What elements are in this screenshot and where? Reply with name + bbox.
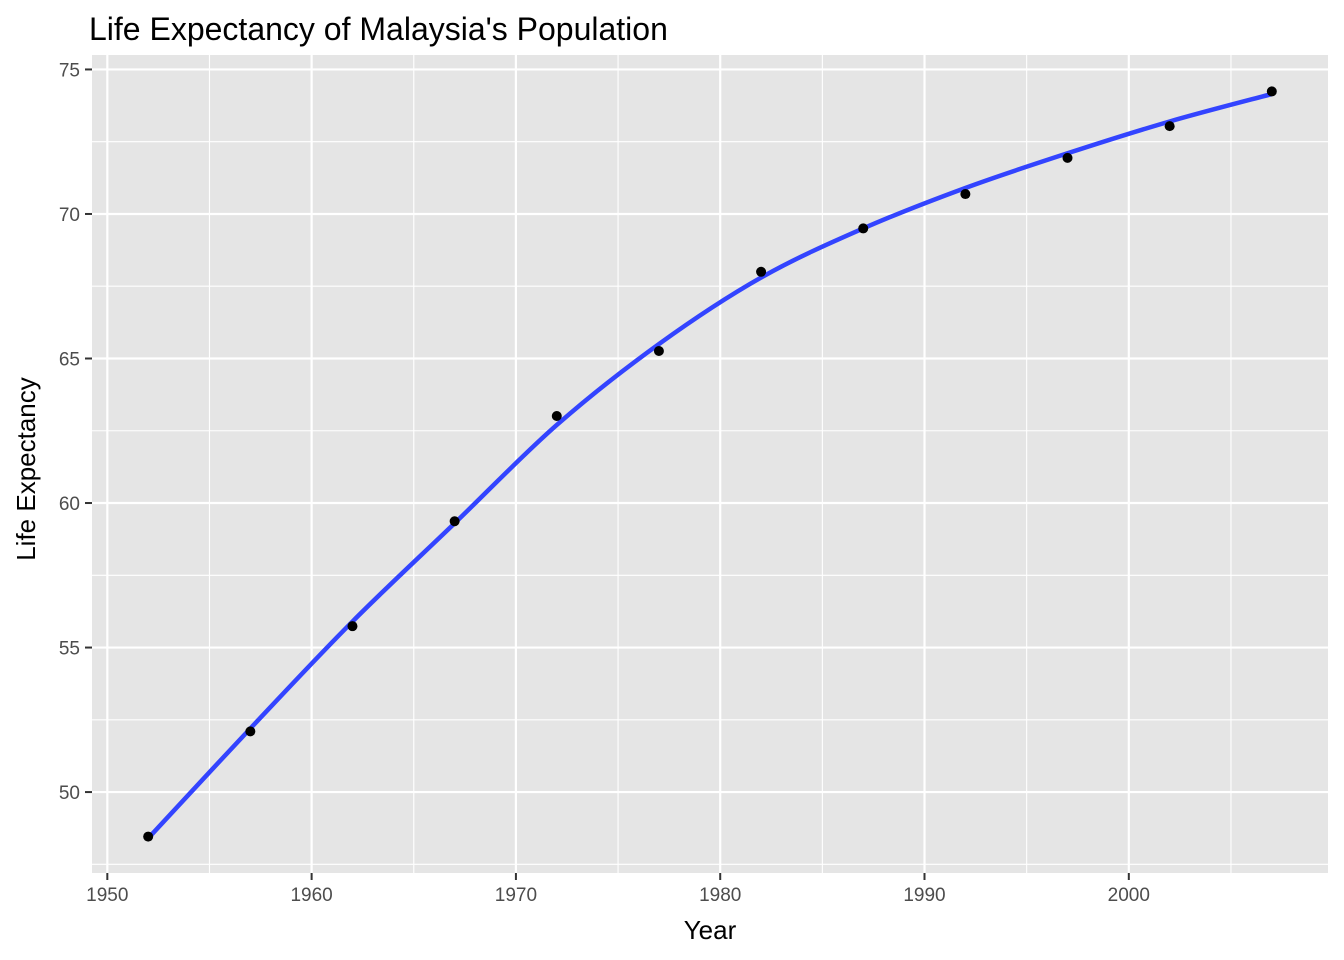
data-point: [858, 223, 869, 234]
data-point: [143, 831, 154, 842]
data-point: [245, 726, 256, 737]
y-tick-label: 75: [59, 60, 80, 81]
chart-title: Life Expectancy of Malaysia's Population: [89, 11, 668, 47]
x-tick-label: 1980: [699, 885, 741, 906]
data-point: [1266, 86, 1277, 97]
minor-gridlines: [92, 55, 1328, 873]
x-tick-label: 1970: [495, 885, 537, 906]
x-axis: 1950 1960 1970 1980 1990 2000: [86, 873, 1150, 906]
data-point: [347, 621, 358, 632]
data-point: [1062, 152, 1073, 163]
x-tick-label: 1990: [903, 885, 945, 906]
data-point: [756, 266, 767, 277]
x-tick-label: 1960: [290, 885, 332, 906]
y-tick-label: 60: [59, 494, 80, 515]
data-point: [960, 189, 971, 200]
data-point: [449, 516, 460, 527]
y-tick-label: 50: [59, 783, 80, 804]
data-point: [551, 411, 562, 422]
y-axis-title: Life Expectancy: [11, 377, 41, 561]
data-point: [1164, 121, 1175, 132]
plot-panel: [92, 55, 1328, 873]
x-axis-title: Year: [684, 915, 737, 945]
x-tick-label: 2000: [1108, 885, 1150, 906]
y-tick-label: 70: [59, 205, 80, 226]
major-gridlines: [92, 55, 1328, 873]
y-axis: 50 55 60 65 70 75: [59, 60, 92, 804]
y-tick-label: 55: [59, 639, 80, 660]
y-tick-label: 65: [59, 349, 80, 370]
x-tick-label: 1950: [86, 885, 128, 906]
data-point: [653, 345, 664, 356]
points-layer: [143, 86, 1277, 842]
